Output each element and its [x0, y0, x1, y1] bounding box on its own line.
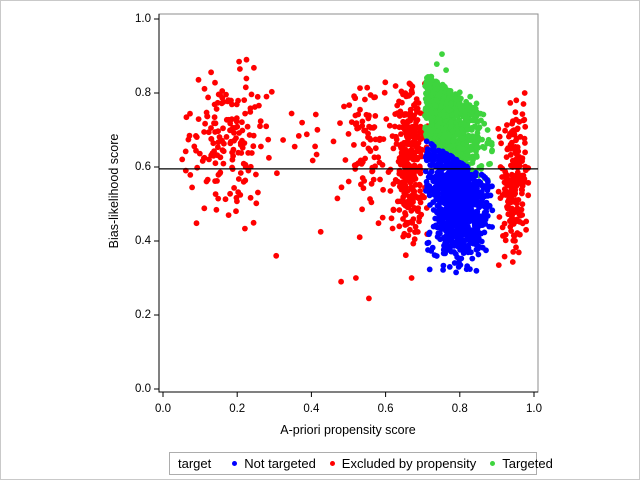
legend-entries: Not targeted Excluded by propensity Target… — [232, 456, 567, 471]
legend-entry-not-targeted: Not targeted — [232, 456, 316, 471]
x-tick-label-0.8: 0.8 — [451, 403, 468, 415]
legend-entry-label: Not targeted — [244, 456, 316, 471]
legend-title: target — [178, 456, 212, 471]
axis-lines — [158, 14, 538, 393]
series-not-targeted — [422, 138, 496, 276]
x-tick-label-0.2: 0.2 — [229, 403, 246, 415]
y-tick-label-0.4: 0.4 — [135, 235, 151, 247]
axis-ticks — [154, 18, 535, 397]
x-axis-label: A-priori propensity score — [280, 423, 416, 437]
x-tick-label-0.6: 0.6 — [377, 403, 394, 415]
legend-marker-icon — [329, 461, 335, 466]
y-tick-label-0.8: 0.8 — [135, 87, 151, 99]
x-tick-label-0.4: 0.4 — [303, 403, 320, 415]
legend-marker-icon — [490, 461, 496, 466]
y-tick-label-0.6: 0.6 — [135, 161, 151, 173]
x-tick-label-1.0: 1.0 — [526, 403, 542, 415]
legend-marker-icon — [232, 461, 238, 466]
y-tick-label-0.2: 0.2 — [135, 309, 151, 321]
legend: target Not targeted Excluded by propensit… — [169, 452, 553, 475]
series-excluded-by-propensity — [179, 56, 532, 302]
y-axis-label: Bias-likelihood score — [107, 133, 121, 249]
legend-entry-excluded-by-propensity: Excluded by propensity — [329, 456, 477, 471]
series-targeted — [422, 51, 495, 184]
y-tick-label-0.0: 0.0 — [135, 383, 151, 395]
y-tick-label-1.0: 1.0 — [135, 13, 151, 25]
legend-entry-label: Targeted — [502, 456, 553, 471]
x-tick-label-0.0: 0.0 — [155, 403, 171, 415]
legend-entry-targeted: Targeted — [490, 456, 553, 471]
legend-entry-label: Excluded by propensity — [341, 456, 477, 471]
